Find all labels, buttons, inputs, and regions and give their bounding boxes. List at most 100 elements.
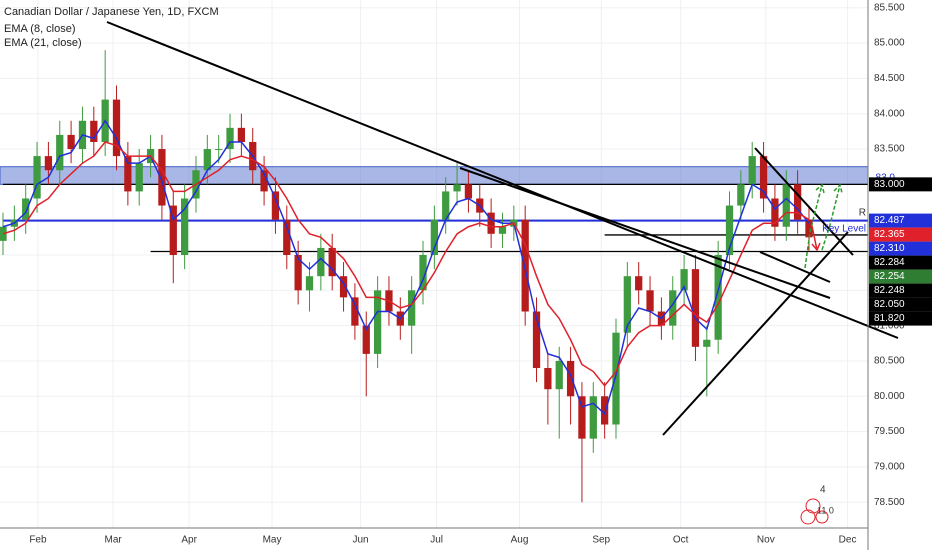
candle-body bbox=[317, 247, 325, 277]
candle-body bbox=[453, 184, 461, 192]
candle-body bbox=[90, 120, 98, 142]
candle-body bbox=[328, 247, 336, 277]
price-label: 82.050 bbox=[874, 299, 905, 310]
candle-body bbox=[339, 276, 348, 298]
candle-body bbox=[22, 198, 30, 220]
candle-body bbox=[680, 269, 688, 291]
price-label-bg bbox=[869, 227, 932, 242]
y-tick-label: 84.000 bbox=[874, 108, 905, 119]
price-label-bg bbox=[869, 311, 932, 326]
candle-body bbox=[305, 276, 314, 291]
y-tick-label: 81.000 bbox=[874, 320, 905, 331]
candle-body bbox=[612, 332, 620, 425]
candle-body bbox=[464, 184, 473, 199]
candle-body bbox=[532, 311, 541, 369]
price-label: 82.310 bbox=[874, 243, 905, 254]
legend-entry: EMA (21, close) bbox=[4, 37, 82, 49]
candle-body bbox=[805, 219, 813, 238]
candle-body bbox=[703, 339, 711, 347]
candle-body bbox=[601, 396, 609, 425]
arrow bbox=[821, 183, 843, 251]
x-tick-label: Mar bbox=[104, 535, 122, 546]
trend-line bbox=[106, 21, 899, 339]
candle-body bbox=[442, 191, 450, 220]
trend-line bbox=[662, 231, 849, 436]
candle-body bbox=[669, 290, 677, 326]
candle-body bbox=[351, 297, 359, 326]
candle-body bbox=[498, 226, 507, 234]
candle-body bbox=[771, 198, 779, 227]
price-label-bg bbox=[869, 269, 932, 284]
candle-body bbox=[260, 170, 268, 192]
trend-line bbox=[459, 167, 831, 299]
y-tick-label: 79.000 bbox=[874, 462, 905, 473]
candle-body bbox=[294, 254, 302, 291]
candle-body bbox=[169, 205, 177, 255]
candle-body bbox=[714, 254, 722, 340]
x-tick-label: Sep bbox=[592, 535, 610, 546]
candle-body bbox=[487, 212, 495, 234]
x-tick-label: Apr bbox=[181, 535, 197, 546]
candle-body bbox=[566, 360, 575, 397]
price-label: 82.365 bbox=[874, 229, 905, 240]
x-tick-label: Jun bbox=[353, 535, 369, 546]
x-tick-label: Nov bbox=[757, 535, 775, 546]
candle-body bbox=[33, 156, 41, 199]
candle-body bbox=[725, 205, 734, 255]
candle-body bbox=[112, 99, 121, 157]
annotation: Key Level bbox=[822, 224, 866, 235]
candle-body bbox=[419, 254, 427, 291]
event-icon[interactable] bbox=[815, 510, 829, 524]
price-label-bg bbox=[869, 255, 932, 270]
price-label-bg bbox=[869, 177, 932, 192]
price-label: 81.820 bbox=[874, 313, 905, 324]
x-tick-label: May bbox=[263, 535, 282, 546]
candle-body bbox=[271, 191, 280, 220]
candle-body bbox=[430, 219, 438, 255]
candle-body bbox=[748, 156, 756, 185]
candle-body bbox=[215, 149, 223, 151]
drawings: 83.0 R Key Level 4 11 0 bbox=[106, 21, 899, 525]
arrow bbox=[804, 183, 825, 269]
candle-body bbox=[691, 269, 700, 347]
candle-body bbox=[56, 134, 64, 171]
event-icon[interactable] bbox=[805, 498, 821, 514]
candle-body bbox=[283, 219, 291, 255]
candle-body bbox=[373, 290, 382, 354]
y-tick-label: 80.000 bbox=[874, 391, 905, 402]
x-tick-label: Aug bbox=[511, 535, 529, 546]
y-tick-label: 80.500 bbox=[874, 356, 905, 367]
candle-body bbox=[67, 134, 75, 150]
trend-line bbox=[759, 251, 831, 283]
y-tick-label: 78.500 bbox=[874, 497, 905, 508]
y-tick-label: 84.500 bbox=[874, 73, 905, 84]
chart-title: Canadian Dollar / Japanese Yen, 1D, FXCM bbox=[4, 6, 219, 18]
candle-body bbox=[646, 290, 654, 312]
candle-body bbox=[408, 290, 416, 326]
candle-body bbox=[544, 368, 552, 390]
y-tick-label: 83.500 bbox=[874, 144, 905, 155]
price-label: 82.487 bbox=[874, 215, 905, 226]
annotation: R bbox=[859, 208, 866, 219]
candle-body bbox=[635, 276, 643, 291]
price-label-bg bbox=[869, 297, 932, 312]
price-label-bg bbox=[869, 241, 932, 256]
candle-body bbox=[124, 156, 132, 192]
candle-body bbox=[793, 184, 802, 220]
price-axis: 78.50079.00079.50080.00080.50081.00081.5… bbox=[869, 2, 932, 508]
plot-area bbox=[0, 0, 869, 528]
candle-body bbox=[623, 276, 631, 333]
candle-body bbox=[237, 127, 246, 142]
candle-body bbox=[135, 163, 143, 192]
candle-body bbox=[362, 325, 370, 354]
event-icon[interactable] bbox=[800, 509, 816, 525]
trend-line bbox=[754, 147, 854, 256]
price-label: 83.000 bbox=[874, 179, 905, 190]
candle-body bbox=[589, 396, 597, 439]
event-count: 4 bbox=[820, 485, 826, 496]
candle-body bbox=[226, 127, 234, 150]
legend-entry: EMA (8, close) bbox=[4, 23, 76, 35]
x-tick-label: Dec bbox=[839, 535, 857, 546]
candle-body bbox=[555, 360, 563, 390]
